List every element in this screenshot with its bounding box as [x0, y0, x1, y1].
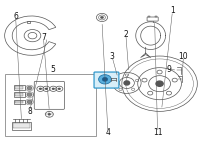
Text: 9: 9 — [166, 65, 171, 74]
Text: 4: 4 — [106, 128, 110, 137]
Text: 3: 3 — [109, 52, 114, 61]
Circle shape — [156, 81, 163, 86]
Circle shape — [58, 88, 61, 90]
Circle shape — [45, 88, 48, 90]
Bar — [12, 122, 31, 130]
Circle shape — [102, 77, 108, 81]
Text: 7: 7 — [41, 33, 46, 42]
Bar — [5, 74, 96, 136]
Bar — [15, 86, 23, 89]
Bar — [148, 16, 150, 17]
Bar — [13, 123, 30, 128]
Circle shape — [52, 88, 55, 90]
FancyBboxPatch shape — [94, 72, 119, 88]
Circle shape — [27, 93, 32, 97]
Circle shape — [124, 81, 130, 85]
Text: 1: 1 — [170, 6, 175, 15]
Text: 2: 2 — [123, 30, 128, 39]
Circle shape — [27, 100, 32, 104]
Bar — [155, 16, 157, 17]
Text: 8: 8 — [27, 107, 32, 116]
Bar — [15, 101, 23, 103]
Circle shape — [27, 86, 32, 90]
Bar — [14, 85, 25, 90]
Circle shape — [99, 75, 111, 84]
Text: 5: 5 — [50, 65, 55, 74]
Bar — [27, 21, 30, 23]
Circle shape — [39, 88, 42, 90]
Text: 11: 11 — [153, 128, 162, 137]
Bar — [15, 93, 23, 96]
Circle shape — [48, 113, 51, 115]
Bar — [14, 100, 25, 104]
Text: 10: 10 — [179, 52, 188, 61]
Text: 6: 6 — [13, 12, 18, 21]
Circle shape — [100, 16, 104, 19]
Bar — [14, 92, 25, 97]
